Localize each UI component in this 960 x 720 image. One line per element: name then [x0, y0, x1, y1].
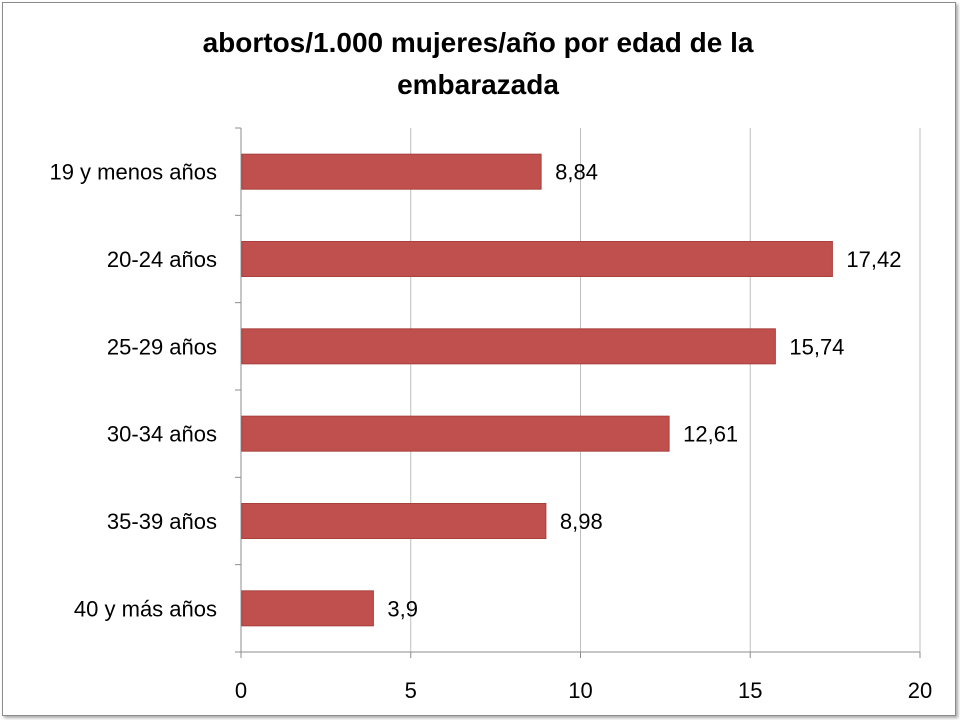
bar-5	[241, 590, 374, 627]
chart-title-line-1: abortos/1.000 mujeres/año por edad de la	[203, 27, 754, 58]
data-label-4: 8,98	[560, 509, 603, 534]
data-label-3: 12,61	[683, 422, 738, 447]
x-tick-label-3: 15	[738, 678, 762, 703]
data-label-2: 15,74	[789, 334, 844, 359]
data-label-1: 17,42	[846, 247, 901, 272]
x-tick-label-1: 5	[405, 678, 417, 703]
category-label-3: 30-34 años	[107, 422, 217, 447]
bar-2	[241, 328, 776, 365]
bar-0	[241, 153, 542, 190]
bar-3	[241, 415, 670, 452]
labels: 19 y menos años 8,84 20-24 años 17,42 25-29 …	[49, 160, 932, 703]
data-label-0: 8,84	[555, 160, 598, 185]
category-label-0: 19 y menos años	[49, 160, 217, 185]
bar-1	[241, 241, 833, 277]
category-label-5: 40 y más años	[74, 596, 217, 621]
category-label-4: 35-39 años	[107, 509, 217, 534]
chart-title: abortos/1.000 mujeres/año por edad de la…	[203, 27, 754, 100]
data-label-5: 3,9	[387, 596, 418, 621]
category-label-2: 25-29 años	[107, 334, 217, 359]
x-tick-label-0: 0	[235, 678, 247, 703]
chart-title-line-2: embarazada	[397, 69, 559, 100]
category-label-1: 20-24 años	[107, 247, 217, 272]
bar-4	[241, 503, 547, 539]
x-tick-label-4: 20	[908, 678, 932, 703]
bars	[241, 153, 833, 627]
gridlines	[410, 128, 921, 652]
x-tick-label-2: 10	[568, 678, 592, 703]
axes	[235, 127, 921, 658]
